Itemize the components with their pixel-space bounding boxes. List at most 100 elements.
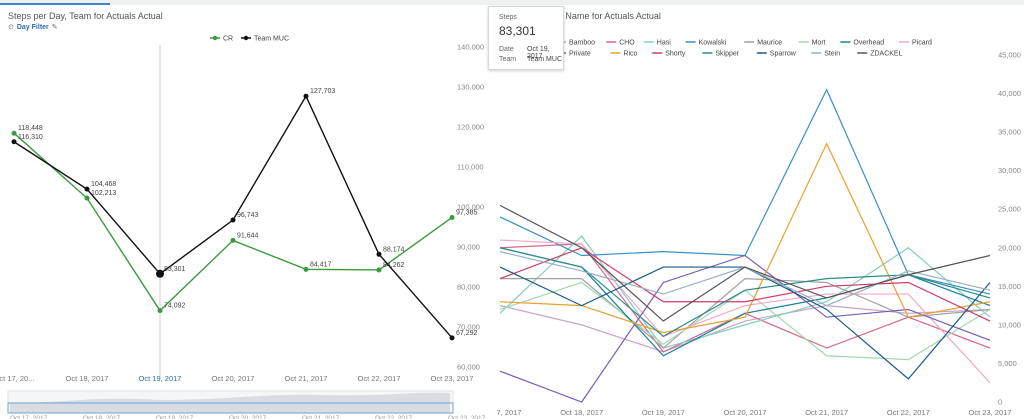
data-point-cr — [157, 308, 163, 314]
legend-label-hasi: Hasi — [657, 40, 671, 47]
left-y-tick-label: 120,000 — [457, 123, 484, 132]
right-y-tick-label: 10,000 — [998, 320, 1021, 329]
data-point-team-muc — [449, 335, 455, 341]
left-chart-title: Steps per Day, Team for Actuals Actual — [8, 11, 163, 21]
tooltip-value: 83,301 — [499, 24, 536, 38]
top-tab-strip — [0, 0, 1024, 5]
data-point-team-muc — [156, 269, 164, 278]
data-point-cr — [449, 214, 455, 220]
series-line-bamboo — [499, 305, 991, 353]
left-y-tick-label: 130,000 — [457, 83, 484, 92]
right-x-tick-label: Oct 18, 2017 — [560, 408, 603, 417]
data-point-team-muc — [303, 93, 309, 99]
day-filter-link[interactable]: Day Filter — [16, 23, 49, 31]
legend-label-kowalski: Kowalski — [699, 40, 727, 47]
right-y-tick-label: 20,000 — [998, 243, 1021, 252]
data-label-cr: 91,644 — [237, 232, 259, 239]
legend-marker-team-muc — [243, 35, 249, 41]
data-label-cr: 74,092 — [164, 303, 186, 310]
data-point-cr — [84, 195, 90, 201]
right-y-tick-label: 35,000 — [998, 128, 1021, 137]
data-label-team-muc: 88,174 — [383, 246, 405, 253]
right-y-tick-label: 5,000 — [998, 359, 1017, 368]
data-point-team-muc — [230, 217, 236, 223]
data-label-cr: 102,213 — [91, 190, 116, 197]
right-y-tick-label: 45,000 — [998, 51, 1021, 60]
edit-pencil-icon[interactable]: ✎ — [51, 24, 58, 31]
left-line-chart[interactable]: CR Team MUC 60,000 70,000 80,000 90,000 100,00… — [0, 5, 496, 419]
navigator-label: Oct 19, 2017 — [156, 415, 194, 419]
navigator-label: Oct 18, 2017 — [83, 415, 121, 419]
data-label-team-muc: 104,468 — [91, 181, 116, 188]
data-point-cr — [11, 130, 17, 136]
legend-label-skipper: Skipper — [715, 51, 739, 58]
navigator-label: Oct 23, 2017 — [448, 415, 486, 419]
legend-label-picard: Picard — [912, 40, 932, 47]
navigator-label: Oct 22, 2017 — [375, 415, 413, 419]
series-line-hasi — [499, 235, 991, 349]
series-line-kowalski — [499, 88, 991, 295]
data-point-team-muc — [84, 186, 90, 192]
navigator-label: Oct 17, 2017 — [10, 415, 48, 419]
series-line-cho — [499, 243, 991, 353]
right-y-tick-label: 40,000 — [998, 89, 1021, 98]
data-label-cr: 84,417 — [310, 261, 332, 268]
data-label-team-muc: 116,310 — [18, 134, 43, 141]
data-label-team-muc: 127,703 — [310, 88, 335, 95]
legend-label-cho: CHO — [619, 40, 635, 47]
right-chart-panel: Steps per Day, Name for Actuals Actual B… — [496, 5, 1024, 419]
left-y-tick-label: 140,000 — [457, 43, 484, 52]
legend-label-zdackel: ZDACKEL — [870, 51, 902, 58]
right-y-tick-label: 25,000 — [998, 205, 1021, 214]
tooltip-measure: Steps — [499, 14, 517, 21]
data-point-cr — [230, 237, 236, 243]
data-label-team-muc: 83,301 — [164, 266, 186, 273]
left-x-tick-label: Oct 23, 2017 — [431, 374, 474, 383]
navigator-label: Oct 20, 2017 — [229, 415, 267, 419]
data-point-team-muc — [376, 251, 382, 257]
legend-label-cr: CR — [223, 36, 233, 43]
tooltip-date-value: Oct 19, 2017 — [527, 46, 550, 60]
left-legend: CR Team MUC — [210, 36, 289, 43]
data-point-cr — [376, 267, 382, 273]
navigator-label: Oct 21, 2017 — [302, 415, 340, 419]
legend-label-stein: Stein — [824, 51, 840, 58]
legend-label-private: Private — [569, 51, 591, 58]
left-x-tick-label: Oct 20, 2017 — [212, 374, 255, 383]
legend-label-rico: Rico — [623, 51, 637, 58]
active-tab-indicator — [0, 3, 110, 5]
left-x-tick-label: Oct 21, 2017 — [285, 374, 328, 383]
tooltip-team-key: Team — [499, 56, 517, 63]
filter-icon[interactable]: ⊙ — [8, 24, 14, 31]
navigator-selection — [7, 402, 454, 414]
right-y-tick-label: 15,000 — [998, 282, 1021, 291]
right-y-tick-label: 0 — [998, 398, 1002, 407]
legend-label-overhead: Overhead — [853, 40, 884, 47]
time-navigator: Oct 17, 2017 Oct 18, 2017 Oct 19, 2017 Oct … — [7, 390, 486, 419]
series-line-rico — [499, 142, 991, 334]
left-chart-panel: Steps per Day, Team for Actuals Actual ⊙… — [0, 5, 496, 419]
right-x-tick-label: Oct 22, 2017 — [887, 408, 930, 417]
right-x-tick-label: Oct 21, 2017 — [805, 408, 848, 417]
data-label-team-muc: 96,743 — [237, 212, 259, 219]
right-x-tick-label: Oct 17, 2017 — [496, 408, 521, 417]
right-x-tick-label: Oct 19, 2017 — [642, 408, 685, 417]
left-x-tick-label: Oct 17, 20... — [0, 374, 34, 383]
chart-tooltip: Steps 83,301 Date Oct 19, 2017 Team Team… — [488, 6, 564, 70]
right-x-tick-label: Oct 20, 2017 — [724, 408, 767, 417]
filter-row: ⊙ Day Filter ✎ — [8, 23, 58, 32]
series-line-zdackel — [499, 204, 991, 322]
tooltip-team-value: Team MUC — [527, 56, 563, 63]
right-line-chart[interactable]: Bamboo CHO Hasi Kowalski Maurice Mort Overhead… — [496, 5, 1024, 419]
left-y-tick-label: 80,000 — [457, 283, 480, 292]
series-line-picard — [499, 239, 991, 384]
data-label-cr: 84,262 — [383, 262, 405, 269]
left-y-tick-label: 100,000 — [457, 203, 484, 212]
legend-label-team-muc: Team MUC — [254, 36, 289, 43]
left-x-tick-label: Oct 18, 2017 — [66, 374, 109, 383]
data-point-team-muc — [11, 139, 17, 145]
left-y-tick-label: 90,000 — [457, 243, 480, 252]
left-y-tick-label: 110,000 — [457, 163, 484, 172]
legend-label-sparrow: Sparrow — [770, 51, 797, 58]
right-x-tick-label: Oct 23, 2017 — [969, 408, 1012, 417]
